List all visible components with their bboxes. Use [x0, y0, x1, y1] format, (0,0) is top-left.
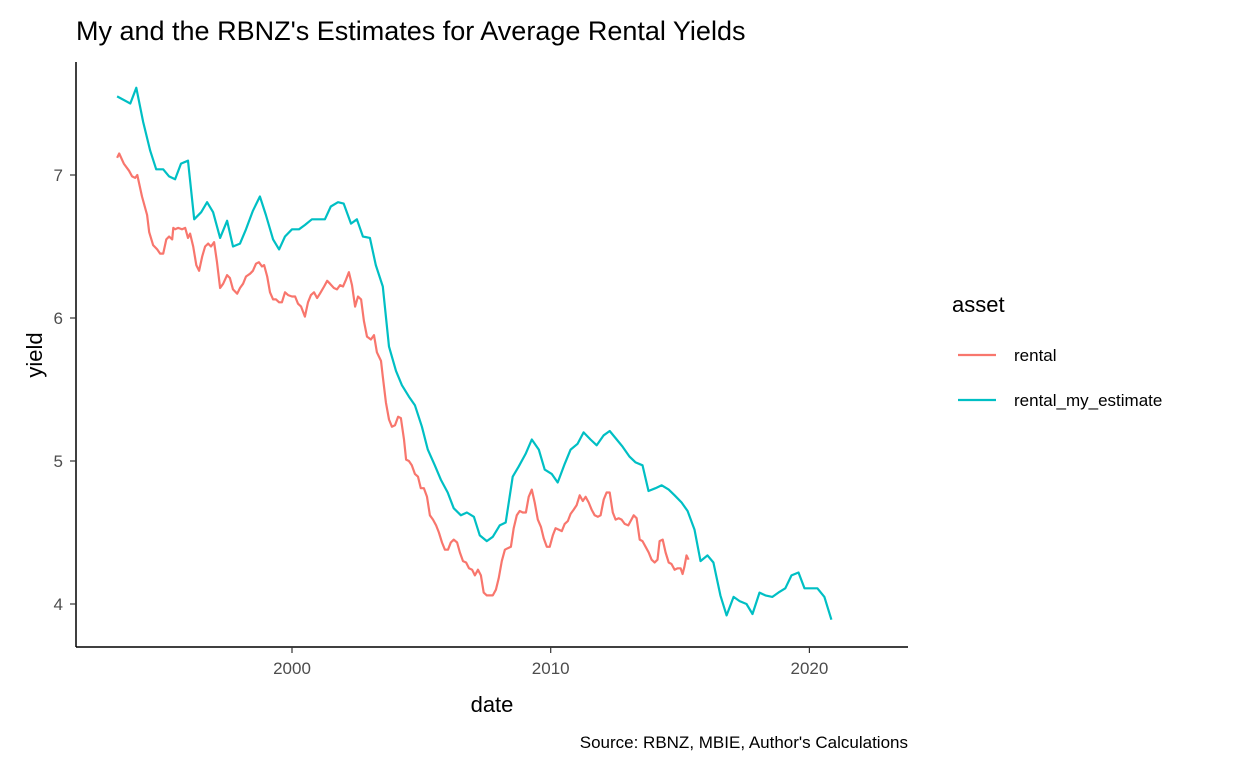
- legend-title: asset: [952, 292, 1005, 317]
- source-caption: Source: RBNZ, MBIE, Author's Calculation…: [580, 733, 908, 752]
- y-axis-title: yield: [22, 332, 47, 377]
- x-tick-label: 2020: [790, 659, 828, 678]
- y-tick-label: 5: [54, 452, 63, 471]
- legend-label-rental-my-estimate: rental_my_estimate: [1014, 391, 1162, 410]
- y-tick-label: 6: [54, 309, 63, 328]
- series-line-rental-my-estimate: [116, 86, 833, 621]
- legend: asset rental rental_my_estimate: [952, 292, 1162, 410]
- y-tick-label: 4: [54, 595, 63, 614]
- series-line-rental: [116, 152, 690, 597]
- y-ticks: 4 5 6 7: [54, 166, 76, 614]
- legend-label-rental: rental: [1014, 346, 1057, 365]
- chart-title: My and the RBNZ's Estimates for Average …: [76, 16, 745, 46]
- x-tick-label: 2000: [273, 659, 311, 678]
- series-layer: [116, 86, 833, 621]
- x-tick-label: 2010: [532, 659, 570, 678]
- x-axis-title: date: [471, 692, 514, 717]
- y-tick-label: 7: [54, 166, 63, 185]
- x-ticks: 2000 2010 2020: [273, 647, 828, 678]
